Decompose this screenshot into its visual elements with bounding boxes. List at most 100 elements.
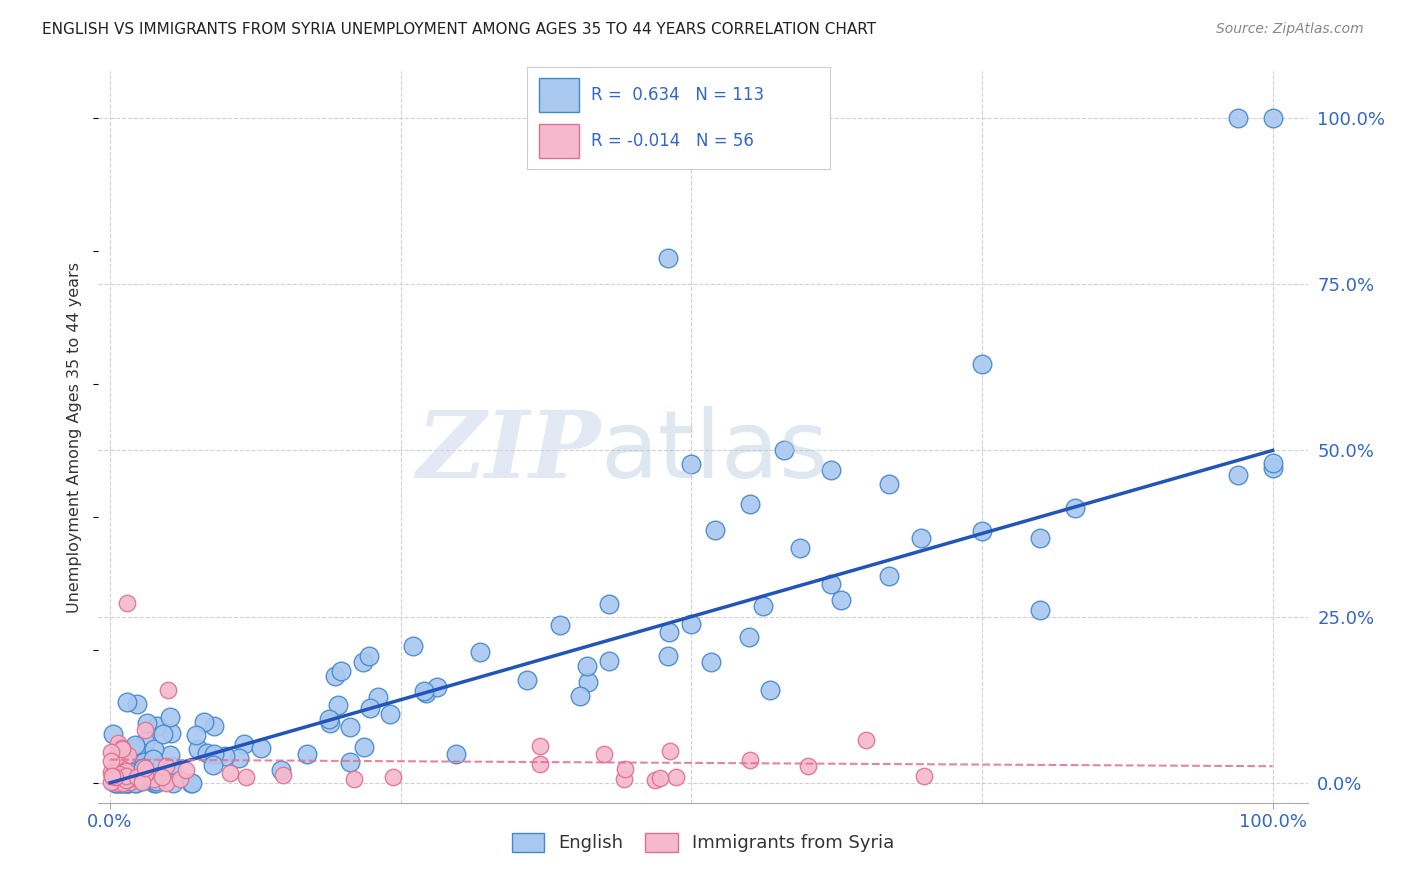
Text: ENGLISH VS IMMIGRANTS FROM SYRIA UNEMPLOYMENT AMONG AGES 35 TO 44 YEARS CORRELAT: ENGLISH VS IMMIGRANTS FROM SYRIA UNEMPLO…	[42, 22, 876, 37]
Point	[738, 497, 761, 511]
Point	[1226, 111, 1249, 125]
Point	[250, 740, 273, 755]
Point	[142, 751, 165, 765]
Point	[152, 770, 174, 784]
Point	[159, 709, 181, 723]
Point	[162, 776, 184, 790]
Point	[105, 776, 128, 790]
Point	[359, 701, 381, 715]
Bar	[540, 124, 579, 158]
Point	[103, 776, 125, 790]
Point	[658, 744, 681, 758]
Point	[598, 654, 620, 668]
Point	[129, 756, 152, 771]
Text: atlas: atlas	[600, 406, 828, 498]
Point	[1261, 111, 1284, 125]
Point	[738, 753, 761, 767]
Point	[132, 761, 155, 775]
Point	[162, 758, 184, 772]
Point	[548, 618, 571, 632]
Point	[330, 664, 353, 678]
Point	[1261, 456, 1284, 470]
Point	[339, 720, 361, 734]
Point	[271, 768, 294, 782]
Bar	[540, 78, 579, 112]
Point	[111, 776, 134, 790]
Point	[193, 714, 215, 729]
Point	[142, 772, 165, 787]
Point	[1261, 460, 1284, 475]
Text: Source: ZipAtlas.com: Source: ZipAtlas.com	[1216, 22, 1364, 37]
Point	[648, 771, 671, 785]
Point	[111, 742, 134, 756]
Point	[202, 747, 225, 761]
Point	[108, 766, 131, 780]
Point	[120, 774, 142, 789]
Point	[143, 741, 166, 756]
Point	[529, 739, 551, 753]
Point	[201, 758, 224, 772]
Point	[110, 741, 132, 756]
Point	[415, 686, 437, 700]
Point	[180, 776, 202, 790]
Point	[159, 748, 181, 763]
Point	[134, 735, 156, 749]
Point	[134, 723, 156, 737]
Point	[111, 776, 134, 790]
Point	[107, 776, 129, 790]
Point	[112, 776, 135, 790]
Point	[575, 658, 598, 673]
Point	[339, 755, 361, 769]
Point	[820, 577, 842, 591]
Y-axis label: Unemployment Among Ages 35 to 44 years: Unemployment Among Ages 35 to 44 years	[67, 261, 83, 613]
Point	[107, 770, 129, 784]
Point	[233, 737, 256, 751]
Point	[796, 759, 818, 773]
Point	[104, 771, 127, 785]
Point	[270, 764, 292, 778]
Point	[152, 726, 174, 740]
Point	[101, 769, 124, 783]
Point	[295, 747, 318, 761]
Point	[681, 457, 703, 471]
Point	[187, 742, 209, 756]
Point	[155, 775, 177, 789]
Point	[970, 524, 993, 538]
Point	[1029, 603, 1052, 617]
Point	[103, 765, 125, 780]
Point	[155, 759, 177, 773]
Point	[134, 767, 156, 781]
Point	[228, 750, 250, 764]
Point	[131, 773, 153, 788]
Point	[402, 639, 425, 653]
Point	[468, 645, 491, 659]
Point	[145, 773, 167, 788]
Point	[181, 776, 204, 790]
Point	[122, 773, 145, 788]
Point	[665, 770, 688, 784]
Point	[613, 763, 636, 777]
Point	[146, 718, 169, 732]
Point	[319, 716, 342, 731]
Point	[117, 776, 139, 790]
Point	[576, 674, 599, 689]
Point	[184, 728, 207, 742]
Point	[100, 754, 122, 768]
Point	[343, 772, 366, 786]
Point	[107, 736, 129, 750]
Point	[169, 772, 191, 787]
Point	[118, 765, 141, 780]
Point	[100, 764, 122, 779]
Point	[124, 771, 146, 785]
Point	[353, 740, 375, 755]
Point	[110, 762, 132, 776]
Point	[114, 772, 136, 787]
Point	[529, 757, 551, 772]
Text: R =  0.634   N = 113: R = 0.634 N = 113	[591, 87, 763, 104]
Point	[516, 673, 538, 687]
Point	[1064, 500, 1087, 515]
Legend: English, Immigrants from Syria: English, Immigrants from Syria	[505, 826, 901, 860]
Point	[125, 770, 148, 784]
Point	[195, 746, 218, 760]
Point	[970, 357, 993, 371]
